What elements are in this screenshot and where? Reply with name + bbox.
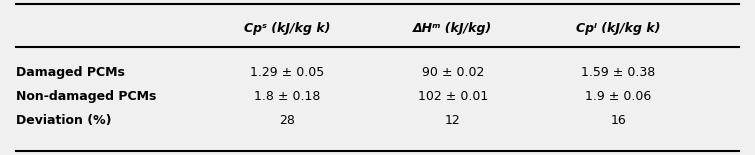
Text: Damaged PCMs: Damaged PCMs xyxy=(17,66,125,79)
Text: 1.8 ± 0.18: 1.8 ± 0.18 xyxy=(254,90,320,103)
Text: 12: 12 xyxy=(445,114,461,127)
Text: 1.59 ± 0.38: 1.59 ± 0.38 xyxy=(581,66,655,79)
Text: 16: 16 xyxy=(610,114,626,127)
Text: 1.29 ± 0.05: 1.29 ± 0.05 xyxy=(250,66,325,79)
Text: 102 ± 0.01: 102 ± 0.01 xyxy=(418,90,488,103)
Text: ΔHᵐ (kJ/kg): ΔHᵐ (kJ/kg) xyxy=(413,22,492,35)
Text: 90 ± 0.02: 90 ± 0.02 xyxy=(421,66,484,79)
Text: 28: 28 xyxy=(279,114,295,127)
Text: Cpˢ (kJ/kg k): Cpˢ (kJ/kg k) xyxy=(244,22,331,35)
Text: 1.9 ± 0.06: 1.9 ± 0.06 xyxy=(585,90,652,103)
Text: Cpˡ (kJ/kg k): Cpˡ (kJ/kg k) xyxy=(576,22,661,35)
Text: Non-damaged PCMs: Non-damaged PCMs xyxy=(17,90,157,103)
Text: Deviation (%): Deviation (%) xyxy=(17,114,112,127)
